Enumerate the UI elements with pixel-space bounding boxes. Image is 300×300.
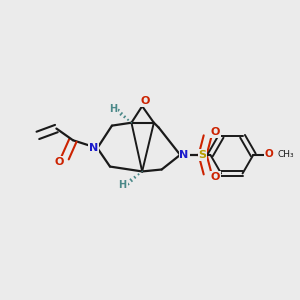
Text: O: O	[55, 157, 64, 167]
Text: N: N	[179, 150, 189, 160]
Text: O: O	[211, 128, 220, 137]
Text: N: N	[89, 143, 98, 153]
Text: CH₃: CH₃	[278, 150, 294, 159]
Text: H: H	[109, 104, 117, 114]
Text: O: O	[140, 96, 150, 106]
Text: S: S	[199, 150, 207, 160]
Text: O: O	[211, 172, 220, 182]
Text: H: H	[118, 180, 127, 190]
Text: O: O	[265, 149, 273, 159]
